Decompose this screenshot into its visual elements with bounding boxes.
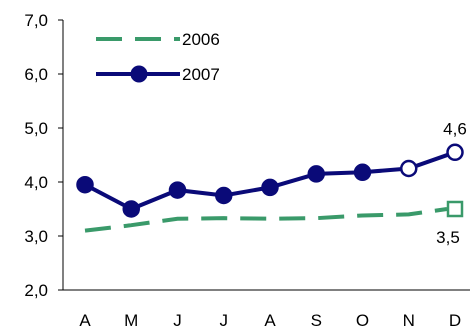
series-2007-point	[168, 181, 187, 199]
series-2007-point	[353, 163, 372, 182]
x-tick-label: A	[79, 311, 91, 330]
series-layer	[76, 143, 464, 233]
y-tick-label: 5,0	[24, 119, 48, 138]
data-label-2007-end: 4,6	[443, 119, 467, 138]
series-2007-point	[261, 178, 279, 197]
series-2007-point	[76, 175, 94, 194]
data-labels: 4,6 3,5	[436, 119, 467, 247]
data-label-2006-end: 3,5	[436, 228, 460, 247]
y-tick-label: 2,0	[24, 281, 48, 300]
x-tick-label: O	[356, 311, 369, 330]
legend-label-2006: 2006	[182, 30, 220, 49]
y-tick-label: 4,0	[24, 173, 48, 192]
legend-marker-2007	[130, 65, 148, 83]
x-tick-label: J	[220, 311, 229, 330]
series-line-2006	[84, 207, 448, 233]
series-2007-point	[446, 143, 464, 162]
series-2007-point	[215, 186, 233, 205]
series-2007-point	[307, 165, 325, 183]
x-tick-label: J	[173, 311, 182, 330]
x-tick-label: M	[124, 311, 138, 330]
x-tick-label: S	[311, 311, 322, 330]
series-2006-end-marker	[446, 200, 464, 218]
plot-area: 2,0 3,0 4,0 5,0 6,0 7,0 A M J J A S O N D 4,6 3,5	[24, 11, 470, 330]
series-2007-point	[122, 200, 140, 218]
y-axis-ticks: 2,0 3,0 4,0 5,0 6,0 7,0	[24, 11, 63, 300]
x-tick-label: A	[264, 311, 276, 330]
y-tick-label: 7,0	[24, 11, 48, 30]
x-tick-label: D	[449, 311, 461, 330]
legend-label-2007: 2007	[182, 65, 220, 84]
y-tick-label: 6,0	[24, 65, 48, 84]
x-tick-label: N	[403, 311, 415, 330]
legend: 2006 2007	[96, 30, 220, 84]
series-2007-point	[400, 159, 418, 178]
y-tick-label: 3,0	[24, 227, 48, 246]
